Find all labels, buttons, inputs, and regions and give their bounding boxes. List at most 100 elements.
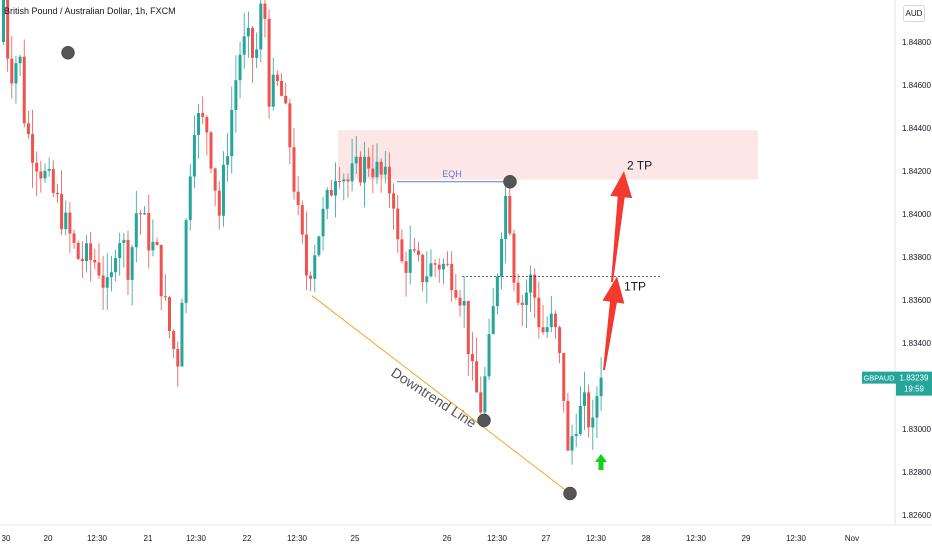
candle-body: [26, 123, 30, 135]
candle-body: [304, 234, 308, 276]
candle-body: [533, 274, 537, 298]
candle-body: [599, 377, 603, 397]
x-tick-label: Nov: [845, 534, 859, 543]
candle-body: [329, 189, 333, 196]
tp1-arrow: [602, 276, 625, 371]
swing-point: [61, 46, 75, 60]
candle-body: [583, 392, 586, 406]
current-price-label: 1.83239: [900, 374, 929, 383]
candle-body: [545, 327, 549, 333]
candle-body: [68, 212, 72, 234]
x-tick-label: 12:30: [287, 534, 308, 543]
x-tick-label: 25: [351, 534, 360, 543]
x-tick-label: 21: [144, 534, 153, 543]
candle-body: [267, 18, 271, 107]
y-tick-label: 1.84200: [902, 167, 931, 176]
candle-body: [562, 352, 566, 401]
candle-body: [441, 263, 445, 270]
candle-body: [159, 244, 163, 297]
swing-point: [503, 175, 517, 189]
candle-body: [342, 179, 346, 182]
candle-body: [64, 212, 68, 230]
tp2-label: 2 TP: [627, 159, 652, 173]
candle-body: [408, 249, 412, 273]
y-tick-label: 1.83000: [902, 425, 931, 434]
candle-body: [14, 63, 18, 84]
candle-body: [201, 113, 205, 117]
candle-body: [317, 236, 321, 256]
candle-body: [404, 261, 408, 273]
x-tick-label: 29: [742, 534, 751, 543]
x-tick-label: 12:30: [686, 534, 707, 543]
candle-body: [138, 213, 142, 215]
y-tick-label: 1.84800: [902, 38, 931, 47]
downtrend-line: [311, 295, 571, 494]
candle-body: [346, 179, 350, 182]
candle-body: [118, 242, 122, 259]
candle-body: [246, 27, 250, 37]
candle-body: [155, 241, 159, 245]
candle-body: [176, 348, 180, 367]
candle-body: [192, 134, 196, 177]
swing-point: [563, 486, 577, 501]
y-tick-label: 1.83600: [902, 296, 931, 305]
symbol-label: GBPAUD: [863, 374, 895, 383]
chart-title: British Pound / Australian Dollar, 1h, F…: [4, 6, 176, 16]
candle-body: [238, 54, 242, 81]
candle-body: [89, 243, 93, 261]
candle-body: [375, 161, 379, 178]
candle-body: [558, 327, 562, 353]
candle-body: [263, 3, 267, 19]
candle-body: [421, 254, 425, 283]
candle-body: [251, 27, 254, 58]
candle-body: [400, 239, 404, 262]
downtrend-label: Downtrend Line: [388, 364, 479, 431]
candle-body: [122, 239, 126, 243]
tp1-label: 1TP: [624, 279, 646, 293]
currency-badge[interactable]: AUD: [903, 5, 925, 22]
candle-body: [504, 195, 508, 240]
candle-body: [101, 275, 105, 288]
candle-body: [417, 250, 420, 255]
candle-body: [80, 258, 84, 262]
candle-body: [379, 161, 383, 175]
buy-arrow: [595, 454, 607, 470]
candle-body: [188, 176, 192, 221]
candle-body: [371, 168, 375, 178]
candle-body: [43, 170, 47, 179]
candle-body: [172, 330, 176, 349]
x-tick-label: 28: [642, 534, 651, 543]
candle-body: [184, 220, 188, 303]
candle-body: [234, 80, 238, 110]
candle-body: [109, 272, 113, 278]
candle-body: [300, 205, 304, 235]
y-tick-label: 1.83800: [902, 253, 931, 262]
candle-body: [51, 168, 55, 193]
candle-body: [97, 262, 101, 276]
candle-body: [479, 392, 483, 413]
candle-body: [363, 156, 367, 183]
candle-body: [72, 233, 76, 243]
candle-body: [358, 156, 362, 183]
candle-body: [255, 49, 259, 58]
candle-body: [205, 116, 209, 133]
x-tick-label: 27: [542, 534, 551, 543]
candle-body: [288, 103, 292, 148]
candle-body: [221, 164, 225, 216]
candle-body: [541, 327, 545, 333]
candle-body: [495, 276, 499, 307]
candle-body: [450, 263, 454, 291]
candle-body: [226, 156, 230, 165]
candle-body: [537, 297, 541, 328]
candle-body: [151, 241, 155, 251]
tp2-arrow: [610, 171, 633, 283]
candle-body: [433, 263, 437, 265]
candle-body: [130, 247, 134, 280]
candle-body: [334, 181, 337, 196]
candle-body: [470, 354, 474, 362]
candle-body: [18, 56, 22, 64]
supply-zone: [338, 130, 758, 180]
y-tick-label: 1.84000: [902, 210, 931, 219]
candle-body: [387, 166, 391, 194]
